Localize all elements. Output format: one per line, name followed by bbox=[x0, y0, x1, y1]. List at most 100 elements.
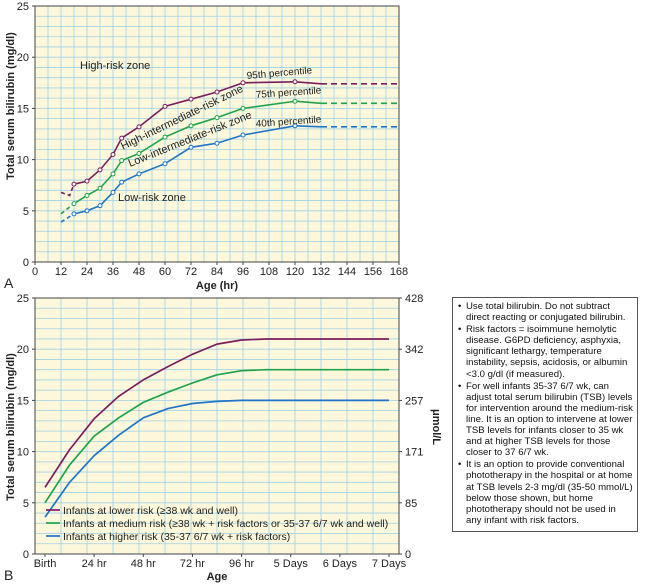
y-tick-label: 20 bbox=[17, 344, 29, 356]
y-tick-label: 25 bbox=[17, 293, 29, 305]
plot-border bbox=[34, 297, 400, 555]
x-tick-label: 96 bbox=[237, 266, 249, 278]
chart-a-y-ticks: 0 5 10 15 20 25 bbox=[17, 1, 35, 269]
data-point bbox=[292, 98, 298, 104]
data-point bbox=[136, 150, 142, 156]
data-point bbox=[84, 208, 90, 214]
data-point bbox=[214, 89, 220, 95]
data-point bbox=[110, 151, 116, 157]
x-tick-label: 144 bbox=[338, 266, 356, 278]
y-tick-label: 15 bbox=[17, 395, 29, 407]
series-dash-start-2 bbox=[60, 213, 75, 223]
x-tick-label: 96 hr bbox=[229, 558, 254, 570]
data-point bbox=[188, 123, 194, 129]
y-tick-label: 5 bbox=[23, 498, 29, 510]
chart-b-series bbox=[44, 338, 389, 518]
y-tick-label: 5 bbox=[23, 206, 29, 218]
note-item: Risk factors = isoimmune hemolytic disea… bbox=[458, 324, 633, 379]
note-item: Use total bilirubin. Do not subtract dir… bbox=[458, 301, 633, 323]
x-tick-label: 7 Days bbox=[372, 558, 407, 570]
y-tick-label: 0 bbox=[23, 549, 29, 561]
x-tick-label: 48 bbox=[133, 266, 145, 278]
x-tick-label: 5 Days bbox=[274, 558, 309, 570]
panel-label-b: B bbox=[4, 567, 13, 583]
x-tick-label: 36 bbox=[107, 266, 119, 278]
notes-box: Use total bilirubin. Do not subtract dir… bbox=[452, 297, 638, 532]
zone-label-low: Low-risk zone bbox=[118, 192, 186, 204]
note-item: For well infants 35-37 6/7 wk, can adjus… bbox=[458, 381, 633, 459]
y-tick-label: 25 bbox=[17, 1, 29, 13]
series-line-2 bbox=[44, 399, 389, 518]
x-tick-label: 12 bbox=[55, 266, 67, 278]
chart-b-y-axis-title: Total serum bilirubin (mg/dl) bbox=[5, 353, 17, 501]
data-point bbox=[188, 96, 194, 102]
notes-list: Use total bilirubin. Do not subtract dir… bbox=[457, 301, 633, 526]
data-point bbox=[162, 161, 168, 167]
chart-a-series bbox=[60, 79, 399, 223]
series-label-40th: 40th percentile bbox=[255, 114, 322, 130]
data-point bbox=[71, 211, 77, 217]
chart-b: Birth 24 hr 48 hr 72 hr 96 hr 5 Days 6 Days 7 D… bbox=[4, 293, 442, 583]
x-tick-label: 60 bbox=[159, 266, 171, 278]
x-tick-label: 24 bbox=[81, 266, 93, 278]
series-tail-1 bbox=[294, 100, 322, 105]
y2-tick-label: 342 bbox=[405, 344, 423, 356]
data-point bbox=[214, 115, 220, 121]
data-point bbox=[136, 124, 142, 130]
data-point bbox=[240, 80, 246, 86]
y-tick-label: 0 bbox=[23, 257, 29, 269]
data-point bbox=[188, 144, 194, 150]
series-dash-start-1 bbox=[60, 203, 75, 215]
series-tail-0 bbox=[294, 80, 322, 85]
x-tick-label: 72 hr bbox=[180, 558, 205, 570]
y2-tick-label: 257 bbox=[405, 395, 423, 407]
data-point bbox=[84, 178, 90, 184]
data-point bbox=[84, 192, 90, 198]
y-tick-label: 10 bbox=[17, 155, 29, 167]
chart-a-y-axis-title: Total serum bilirubin (mg/dl) bbox=[5, 32, 17, 180]
y2-tick-label: 0 bbox=[405, 549, 411, 561]
y-tick-label: 15 bbox=[17, 103, 29, 115]
legend-label: Infants at higher risk (35-37 6/7 wk + r… bbox=[63, 531, 290, 543]
chart-a-grid bbox=[34, 5, 400, 263]
series-line-1 bbox=[44, 368, 389, 504]
chart-a-x-axis-title: Age (hr) bbox=[196, 280, 239, 292]
chart-b-legend: Infants at lower risk (≥38 wk and well) I… bbox=[46, 505, 388, 543]
y-tick-label: 20 bbox=[17, 52, 29, 64]
zone-label-high: High-risk zone bbox=[80, 60, 150, 72]
data-point bbox=[97, 203, 103, 209]
chart-b-x-axis-title: Age bbox=[207, 571, 228, 583]
data-point bbox=[71, 181, 77, 187]
y-tick-label: 10 bbox=[17, 447, 29, 459]
data-point bbox=[214, 140, 220, 146]
data-point bbox=[97, 185, 103, 191]
y2-tick-label: 171 bbox=[405, 447, 423, 459]
note-item: It is an option to provide conventional … bbox=[458, 459, 633, 526]
data-point bbox=[292, 79, 298, 85]
x-tick-label: Birth bbox=[34, 558, 57, 570]
x-tick-label: 108 bbox=[260, 266, 278, 278]
y2-tick-label: 428 bbox=[405, 293, 423, 305]
x-tick-label: 120 bbox=[286, 266, 304, 278]
x-tick-label: 0 bbox=[32, 266, 38, 278]
x-tick-label: 84 bbox=[211, 266, 223, 278]
series-tail-2 bbox=[294, 125, 322, 128]
data-point bbox=[292, 123, 298, 129]
legend-label: Infants at lower risk (≥38 wk and well) bbox=[63, 505, 238, 517]
data-point bbox=[119, 179, 125, 185]
x-tick-label: 48 hr bbox=[131, 558, 156, 570]
series-dash-start-0 bbox=[60, 183, 75, 197]
data-point bbox=[97, 167, 103, 173]
data-point bbox=[119, 158, 125, 164]
chart-a: 0 12 24 36 48 60 72 84 96 108 120 132 144 156 168 0 5 10… bbox=[4, 1, 408, 292]
chart-b-y-ticks: 0 0 5 85 10 171 15 257 20 342 25 428 bbox=[17, 293, 424, 561]
x-tick-label: 72 bbox=[185, 266, 197, 278]
data-point bbox=[162, 134, 168, 140]
data-point bbox=[110, 189, 116, 195]
x-tick-label: 168 bbox=[390, 266, 408, 278]
series-line-0 bbox=[44, 338, 389, 488]
x-tick-label: 132 bbox=[312, 266, 330, 278]
panel-label-a: A bbox=[4, 275, 14, 291]
x-tick-label: 6 Days bbox=[323, 558, 358, 570]
x-tick-label: 24 hr bbox=[82, 558, 107, 570]
